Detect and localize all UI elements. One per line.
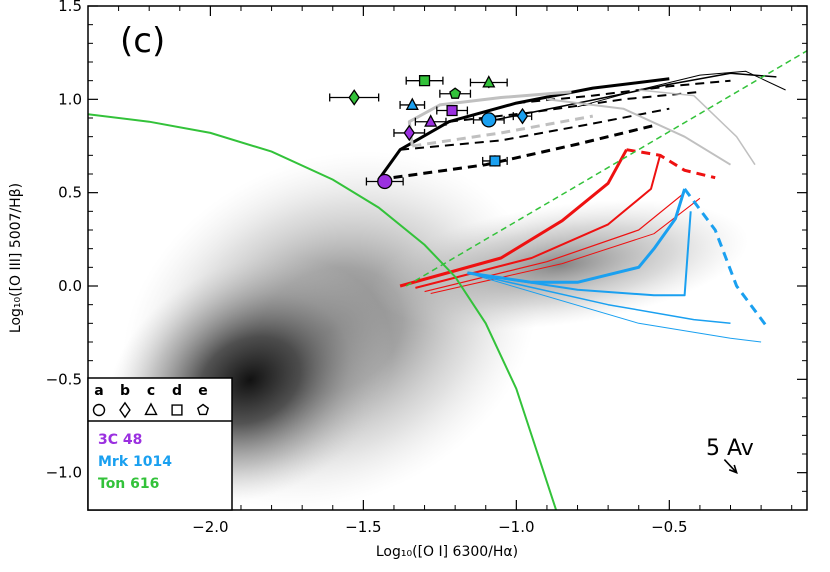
data-point-marker	[418, 75, 431, 87]
y-tick-label: 1.0	[58, 90, 82, 108]
x-tick-label: −2.0	[192, 518, 228, 536]
model-grid-line	[467, 211, 692, 297]
y-tick-label: 0.5	[58, 184, 82, 202]
legend-entry-mrk1014: Mrk 1014	[98, 454, 172, 470]
model-grid-line	[626, 148, 716, 180]
model-grid-line	[400, 107, 670, 151]
legend-marker-letter: c	[147, 383, 155, 399]
model-grid-line	[485, 72, 777, 123]
y-tick-label: −0.5	[46, 370, 82, 388]
model-grid-line	[415, 155, 662, 289]
panel-label: (c)	[120, 21, 165, 61]
demarcation-curve	[88, 113, 558, 510]
data-point-marker	[377, 173, 393, 190]
reddening-label: 5 Av	[706, 436, 754, 461]
model-grid-line	[467, 272, 762, 343]
data-point-marker	[405, 97, 419, 110]
legend-marker-shape	[196, 403, 210, 416]
y-axis-label: Log₁₀([O III] 5007/Hβ)	[8, 183, 24, 333]
legend-marker-shape	[119, 401, 131, 419]
data-point-marker	[516, 107, 529, 125]
y-tick-label: −1.0	[46, 464, 82, 482]
data-point-marker	[446, 104, 458, 117]
seyfert-liner-line	[405, 50, 807, 287]
x-axis-label: Log₁₀([O I] 6300/Hα)	[376, 544, 518, 560]
model-grid-line	[399, 148, 628, 288]
model-grid-line	[638, 89, 756, 166]
legend-entry-3c48: 3C 48	[98, 432, 142, 448]
reddening-arrow-head	[728, 464, 738, 475]
data-points	[329, 75, 533, 190]
reddening-vector	[723, 459, 738, 475]
legend-box	[87, 377, 233, 511]
model-grid-line	[577, 70, 786, 108]
data-point-marker	[403, 124, 415, 142]
legend-marker-letter: e	[198, 383, 208, 399]
legend-entry-ton616: Ton 616	[98, 476, 159, 492]
data-point-marker	[482, 75, 496, 88]
reddening-arrow-shaft	[723, 459, 738, 474]
legend-marker-letter: a	[94, 383, 103, 399]
legend-marker-letter: b	[120, 383, 130, 399]
plot-frame	[87, 5, 808, 511]
legend-marker-shape	[92, 403, 106, 417]
data-point-marker	[424, 114, 438, 127]
model-grid-line	[546, 98, 732, 166]
legend-marker-shape	[144, 402, 158, 416]
model-grid-line	[683, 188, 769, 328]
legend-marker-shape	[171, 404, 183, 416]
model-grid-line	[448, 90, 700, 123]
data-point-marker	[489, 155, 501, 167]
y-tick-label: 1.5	[58, 0, 82, 15]
y-tick-label: 0.0	[58, 277, 82, 295]
data-point-marker	[481, 112, 497, 128]
data-point-marker	[449, 87, 462, 99]
model-grids	[377, 70, 786, 343]
x-tick-label: −1.0	[498, 518, 534, 536]
model-grid-line	[377, 77, 670, 181]
legend-marker-letter: d	[172, 383, 182, 399]
x-tick-label: −0.5	[651, 518, 687, 536]
model-grid-line	[467, 272, 731, 325]
x-tick-label: −1.5	[345, 518, 381, 536]
data-point-marker	[348, 89, 360, 106]
model-grid-line	[378, 124, 655, 182]
model-grid-line	[412, 114, 594, 148]
